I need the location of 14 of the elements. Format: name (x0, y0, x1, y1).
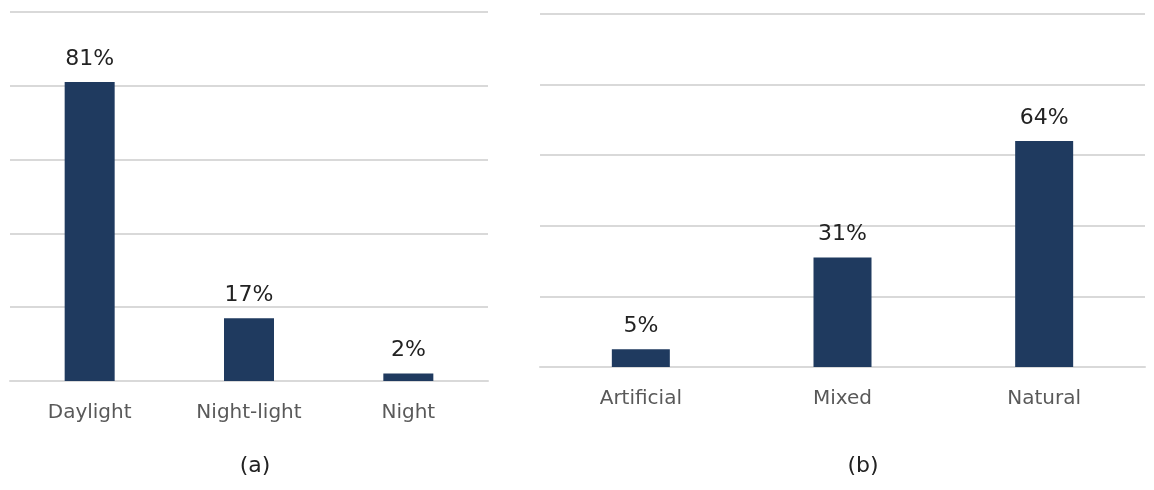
data-label: 2% (390, 336, 426, 362)
data-label: 64% (1019, 103, 1069, 129)
data-label: 31% (818, 220, 867, 246)
text: (b) (847, 451, 879, 477)
x-tick-label: Daylight (47, 399, 132, 423)
data-label: 5% (623, 311, 659, 337)
x-tick-label: Mixed (812, 385, 873, 409)
x-tick-label: Night-light (196, 399, 302, 423)
x-tick-label: Night (381, 399, 436, 423)
data-label: 17% (224, 280, 274, 306)
data-label: 81% (65, 44, 115, 70)
text: (a) (239, 451, 271, 477)
x-tick-label: Natural (1007, 385, 1082, 409)
x-tick-label: Artificial (599, 385, 682, 409)
